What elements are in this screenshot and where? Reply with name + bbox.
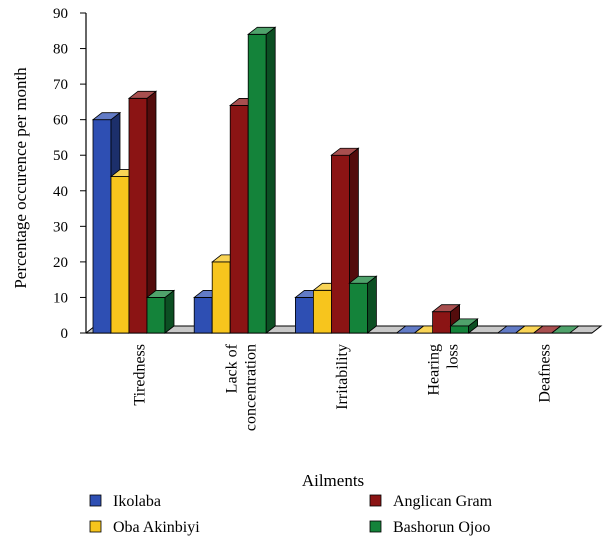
legend-label: Ikolaba [113, 493, 161, 510]
x-axis-categories: Tiredness Lack of concentration Irritabilit… [132, 343, 554, 431]
bar [145, 289, 176, 334]
legend-label: Oba Akinbiyi [113, 519, 200, 536]
legend-item: Ikolaba [89, 493, 161, 510]
y-tick-label: 70 [53, 77, 68, 93]
y-tick-label: 10 [53, 290, 68, 306]
y-tick-label: 50 [53, 148, 68, 164]
bar [91, 111, 122, 334]
chart-bars [91, 26, 580, 334]
x-category-label: Lack of concentration [223, 343, 259, 431]
legend-label: Bashorun Ojoo [393, 519, 490, 536]
y-tick-label: 90 [53, 6, 68, 22]
y-tick-label: 30 [53, 219, 68, 235]
bar [127, 90, 158, 334]
x-category-label: Hearing loss [426, 344, 462, 396]
legend-item: Bashorun Ojoo [369, 519, 490, 536]
bar [550, 325, 580, 334]
y-tick-label: 40 [53, 184, 68, 200]
legend-swatch [89, 520, 102, 533]
bar [449, 318, 479, 334]
y-tick-label: 60 [53, 113, 68, 129]
legend-label: Anglican Gram [393, 493, 493, 510]
x-category-label: Tiredness [132, 344, 149, 406]
y-axis-ticks: 0 10 20 30 40 50 60 70 80 90 [53, 6, 86, 342]
x-category-label: Deafness [536, 344, 553, 403]
y-axis-title: Percentage occurence per month [11, 67, 30, 289]
legend-swatch [89, 494, 102, 507]
y-tick-label: 0 [61, 326, 69, 342]
y-tick-label: 80 [53, 42, 68, 58]
x-axis-title: Ailments [302, 471, 364, 490]
bar [348, 275, 378, 334]
legend: Ikolaba Anglican Gram Oba Akinbiyi Bashorun… [89, 493, 493, 536]
y-tick-label: 20 [53, 255, 68, 271]
legend-swatch [369, 494, 382, 507]
legend-item: Oba Akinbiyi [89, 519, 200, 536]
bar [247, 26, 277, 334]
x-category-label: Irritability [334, 344, 351, 410]
legend-item: Anglican Gram [369, 493, 493, 510]
legend-swatch [369, 520, 382, 533]
